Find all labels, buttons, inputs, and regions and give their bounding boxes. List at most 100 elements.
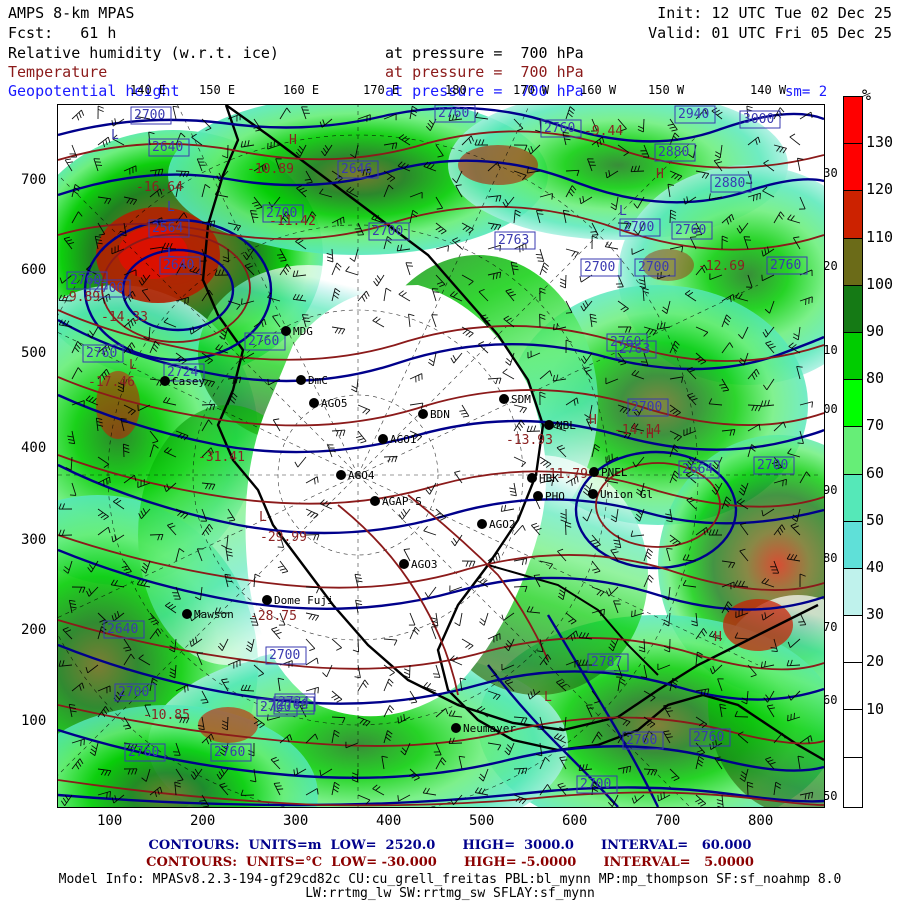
height-contour-label: 2700: [577, 776, 617, 793]
colorbar-tick-30: 30: [866, 605, 884, 623]
field-relative-humidity-level: at pressure = 700 hPa: [385, 44, 584, 62]
station-marker[interactable]: Casey: [160, 375, 205, 388]
height-contour-label: 2700: [369, 223, 409, 240]
station-label: SDM: [511, 393, 531, 406]
station-marker[interactable]: NBL: [544, 419, 576, 432]
station-marker[interactable]: SDM: [499, 393, 531, 406]
station-marker[interactable]: AGO1: [378, 433, 417, 446]
high-marker: H: [656, 167, 664, 182]
smoothing-label: sm= 2: [785, 84, 827, 100]
colorbar[interactable]: [843, 96, 863, 808]
height-contour-label: 2700: [754, 457, 794, 474]
station-label: Casey: [172, 375, 205, 388]
station-label: AGO1: [390, 433, 417, 446]
colorbar-tick-70: 70: [866, 416, 884, 434]
svg-text:2763: 2763: [498, 233, 529, 248]
temperature-contour-label: -28.75: [250, 609, 297, 624]
station-marker[interactable]: HBK: [527, 472, 559, 485]
temperature-contour-label: -13.93: [506, 433, 553, 448]
lon-tick-150W: 150 W: [648, 83, 684, 97]
x-tick-700: 700: [655, 813, 680, 829]
height-contour-label: 2700: [115, 684, 155, 701]
station-label: BDN: [430, 408, 450, 421]
y-tick-300: 300: [21, 532, 46, 548]
valid-time: Valid: 01 UTC Fri 05 Dec 25: [648, 24, 892, 42]
svg-text:2646: 2646: [341, 162, 372, 177]
station-label: Mawson: [194, 608, 234, 621]
station-marker[interactable]: AGO4: [336, 469, 375, 482]
high-marker: H: [714, 630, 722, 645]
svg-text:3000: 3000: [743, 112, 774, 127]
temperature-contour-label: -10.85: [143, 708, 190, 723]
high-marker: H: [646, 427, 654, 442]
height-contour-label: 2760: [541, 120, 581, 137]
field-temperature: Temperature: [8, 63, 107, 81]
station-marker[interactable]: PHO: [533, 490, 565, 503]
colorbar-segment: [844, 522, 862, 569]
station-marker[interactable]: AGO2: [477, 518, 516, 531]
height-contour-label: 2760: [435, 105, 475, 122]
colorbar-tick-50: 50: [866, 511, 884, 529]
svg-text:2760: 2760: [438, 106, 469, 121]
station-label: NBL: [556, 419, 576, 432]
station-marker[interactable]: Dome Fuji: [262, 594, 334, 607]
height-contour-label: 2700: [131, 107, 171, 124]
svg-text:2880: 2880: [658, 145, 689, 160]
station-marker[interactable]: AGO3: [399, 558, 438, 571]
y-tick-700: 700: [21, 172, 46, 188]
station-marker[interactable]: Mawson: [182, 608, 234, 621]
colorbar-tick-10: 10: [866, 700, 884, 718]
lon-tick-160E: 160 E: [283, 83, 319, 97]
x-tick-600: 600: [562, 813, 587, 829]
y-tick-200: 200: [21, 622, 46, 638]
svg-text:2700: 2700: [118, 685, 149, 700]
temperature-contour-label: -14.33: [101, 310, 148, 325]
station-marker[interactable]: AGAP-S: [370, 495, 422, 508]
station-marker[interactable]: PNEL: [589, 466, 628, 479]
station-label: Neumayer: [463, 722, 516, 735]
colorbar-segment: [844, 333, 862, 380]
height-contour-label: 2940: [675, 106, 715, 123]
temperature-contour-label: -10.89: [247, 162, 294, 177]
height-contour-label: 2700: [266, 647, 306, 664]
temperature-contour-label: -14.14: [614, 423, 661, 438]
height-contour-label: 2880: [655, 144, 695, 161]
station-label: PNEL: [601, 466, 628, 479]
model-title: AMPS 8-km MPAS: [8, 4, 134, 22]
low-marker: L: [619, 204, 627, 219]
station-marker[interactable]: AGO5: [309, 397, 348, 410]
station-marker[interactable]: MDG: [281, 325, 313, 338]
height-contour-label: 2760: [83, 345, 123, 362]
station-marker[interactable]: Neumayer: [451, 722, 516, 735]
x-tick-100: 100: [97, 813, 122, 829]
footer-model-info-line1: Model Info: MPASv8.2.3-194-gf29cd82c CU:…: [0, 872, 900, 887]
svg-text:2700: 2700: [580, 777, 611, 792]
colorbar-tick-90: 90: [866, 322, 884, 340]
field-relative-humidity: Relative humidity (w.r.t. ice): [8, 44, 279, 62]
height-contour-label: 2760: [245, 333, 285, 350]
colorbar-segment: [844, 475, 862, 522]
footer-model-info-line2: LW:rrtmg_lw SW:rrtmg_sw SFLAY:sf_mynn: [0, 886, 900, 901]
station-marker[interactable]: Union Gl: [588, 488, 653, 501]
svg-text:2760: 2760: [693, 730, 724, 745]
colorbar-tick-130: 130: [866, 133, 893, 151]
temperature-contour-label: -29.99: [260, 530, 307, 545]
x-tick-800: 800: [748, 813, 773, 829]
low-marker: L: [544, 690, 552, 705]
svg-text:2700: 2700: [134, 108, 165, 123]
svg-text:2640: 2640: [107, 622, 138, 637]
svg-text:2940: 2940: [678, 107, 709, 122]
height-contour-label: 2640: [104, 621, 144, 638]
colorbar-segment: [844, 758, 862, 805]
y-tick-500: 500: [21, 345, 46, 361]
height-contour-labels: 2700264025642640270027602760272426462700…: [67, 105, 807, 793]
y-tick-400: 400: [21, 440, 46, 456]
colorbar-segment: [844, 663, 862, 710]
colorbar-tick-80: 80: [866, 369, 884, 387]
station-marker[interactable]: BDN: [418, 408, 450, 421]
svg-text:2700: 2700: [269, 648, 300, 663]
station-marker[interactable]: DmC: [296, 374, 328, 387]
temperature-contour-label: -16.64: [136, 180, 183, 195]
height-contour-label: 2760: [211, 744, 251, 761]
